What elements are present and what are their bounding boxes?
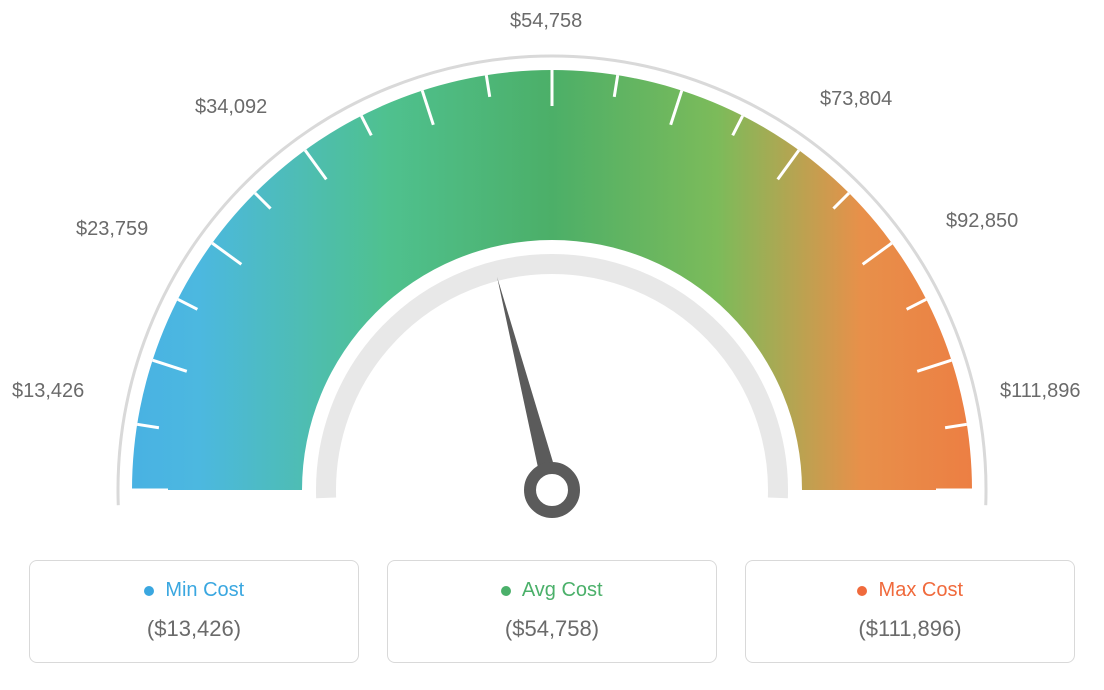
min-cost-label: Min Cost bbox=[165, 579, 244, 601]
gauge-tick-label: $111,896 bbox=[1000, 380, 1080, 403]
max-cost-label: Max Cost bbox=[879, 579, 963, 601]
gauge-tick-label: $92,850 bbox=[946, 210, 1018, 233]
gauge-tick-label: $13,426 bbox=[12, 380, 84, 403]
max-cost-value: ($111,896) bbox=[756, 616, 1064, 642]
gauge-tick-label: $73,804 bbox=[820, 88, 892, 111]
gauge-svg bbox=[0, 0, 1104, 560]
gauge-chart: $13,426 $23,759 $34,092 $54,758 $73,804 $92,8… bbox=[0, 0, 1104, 560]
avg-cost-label: Avg Cost bbox=[522, 579, 603, 601]
min-dot-icon bbox=[144, 586, 154, 596]
gauge-tick-label: $34,092 bbox=[195, 96, 267, 119]
avg-cost-value: ($54,758) bbox=[398, 616, 706, 642]
gauge-tick-label: $23,759 bbox=[76, 218, 148, 241]
min-cost-value: ($13,426) bbox=[40, 616, 348, 642]
min-cost-title: Min Cost bbox=[40, 579, 348, 602]
avg-cost-card: Avg Cost ($54,758) bbox=[387, 560, 717, 663]
gauge-tick-label: $54,758 bbox=[510, 10, 582, 33]
avg-dot-icon bbox=[501, 586, 511, 596]
avg-cost-title: Avg Cost bbox=[398, 579, 706, 602]
max-dot-icon bbox=[857, 586, 867, 596]
max-cost-card: Max Cost ($111,896) bbox=[745, 560, 1075, 663]
cost-cards-row: Min Cost ($13,426) Avg Cost ($54,758) Ma… bbox=[0, 560, 1104, 687]
min-cost-card: Min Cost ($13,426) bbox=[29, 560, 359, 663]
max-cost-title: Max Cost bbox=[756, 579, 1064, 602]
